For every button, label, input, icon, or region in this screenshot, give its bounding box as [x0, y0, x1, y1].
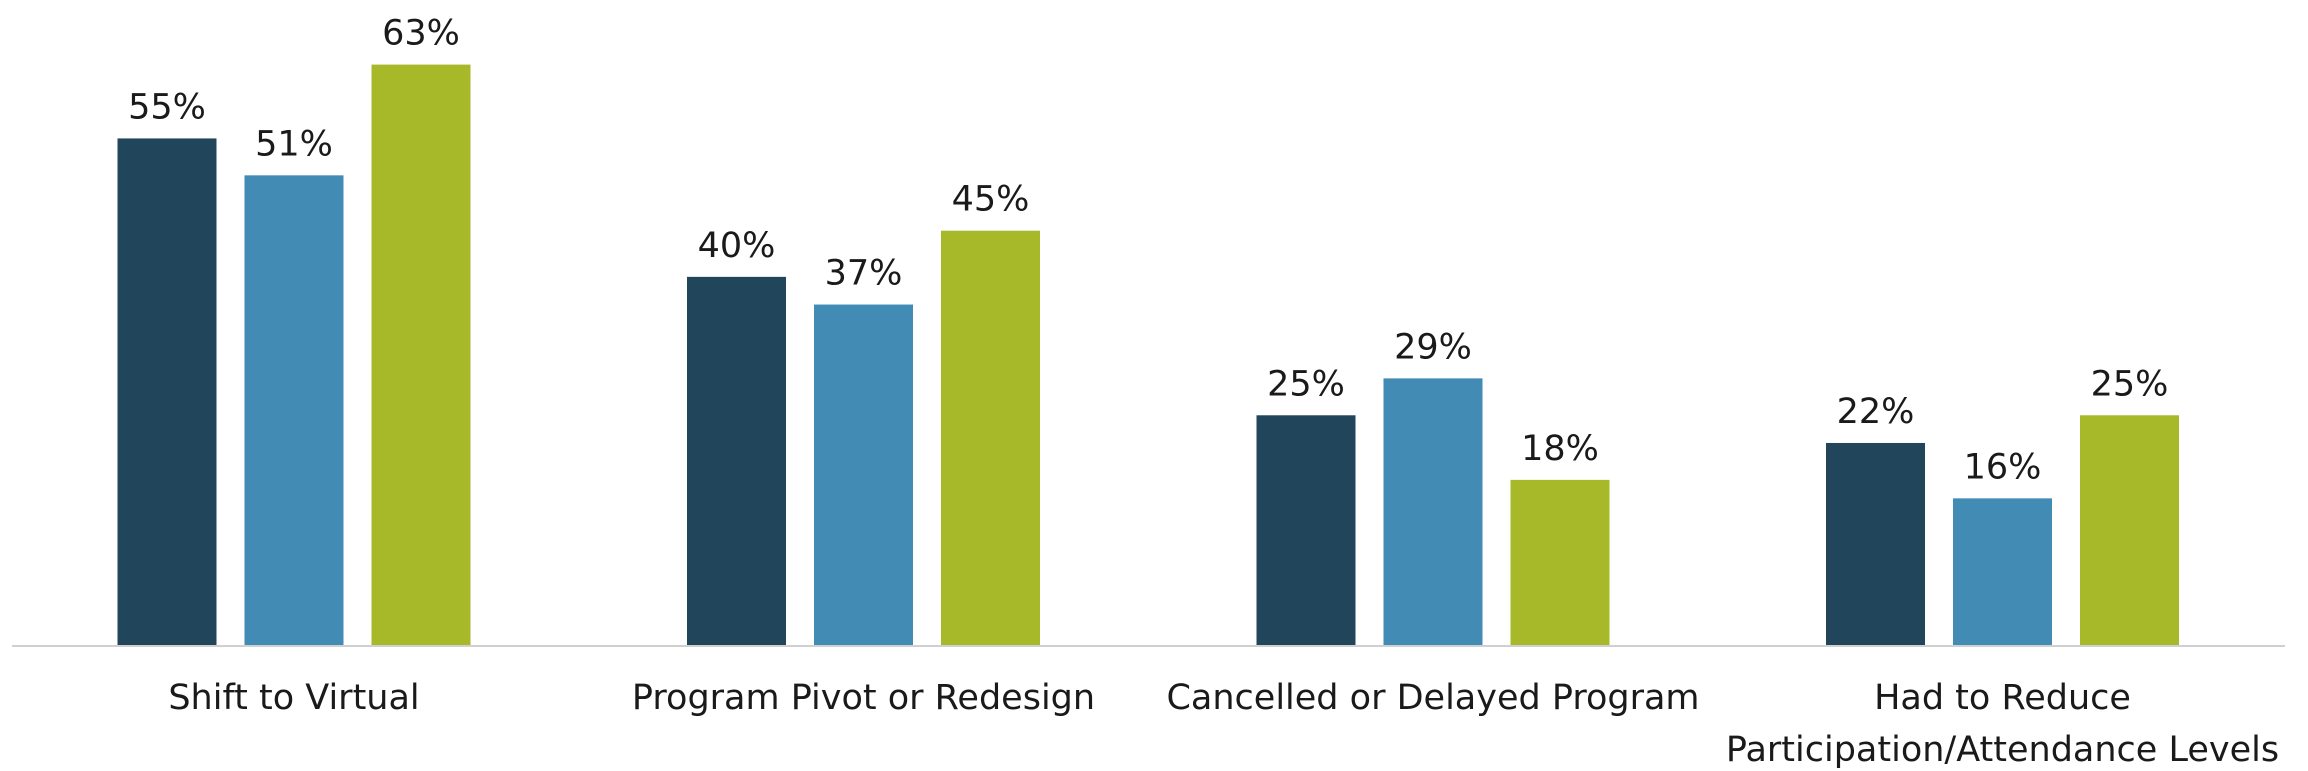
bar: [371, 64, 471, 647]
x-tick-label: Shift to Virtual: [168, 678, 420, 718]
data-label: 55%: [128, 87, 206, 127]
data-label: 63%: [382, 14, 460, 54]
data-label: 16%: [1964, 447, 2042, 487]
bar: [2080, 415, 2179, 646]
bar: [1953, 498, 2052, 646]
data-label: 18%: [1521, 429, 1599, 469]
data-label: 40%: [698, 226, 776, 266]
bar: [117, 138, 217, 646]
data-label: 37%: [825, 254, 903, 294]
bar: [1383, 378, 1483, 646]
data-label: 22%: [1837, 392, 1915, 432]
data-label: 25%: [1267, 364, 1345, 404]
x-tick-label: Had to Reduce Participation/Attendance L…: [1725, 678, 2280, 770]
bar: [1256, 415, 1356, 646]
bar: [941, 230, 1040, 646]
data-label: 25%: [2091, 364, 2169, 404]
data-label: 29%: [1394, 327, 1472, 367]
data-label: 45%: [952, 180, 1030, 220]
data-label: 51%: [255, 124, 333, 164]
bar: [1510, 479, 1610, 646]
bar: [244, 175, 344, 647]
bar: [1826, 442, 1925, 646]
bar: [687, 276, 786, 646]
x-tick-label: Cancelled or Delayed Program: [1166, 678, 1700, 718]
bar: [814, 304, 913, 646]
x-tick-label: Program Pivot or Redesign: [631, 678, 1096, 718]
